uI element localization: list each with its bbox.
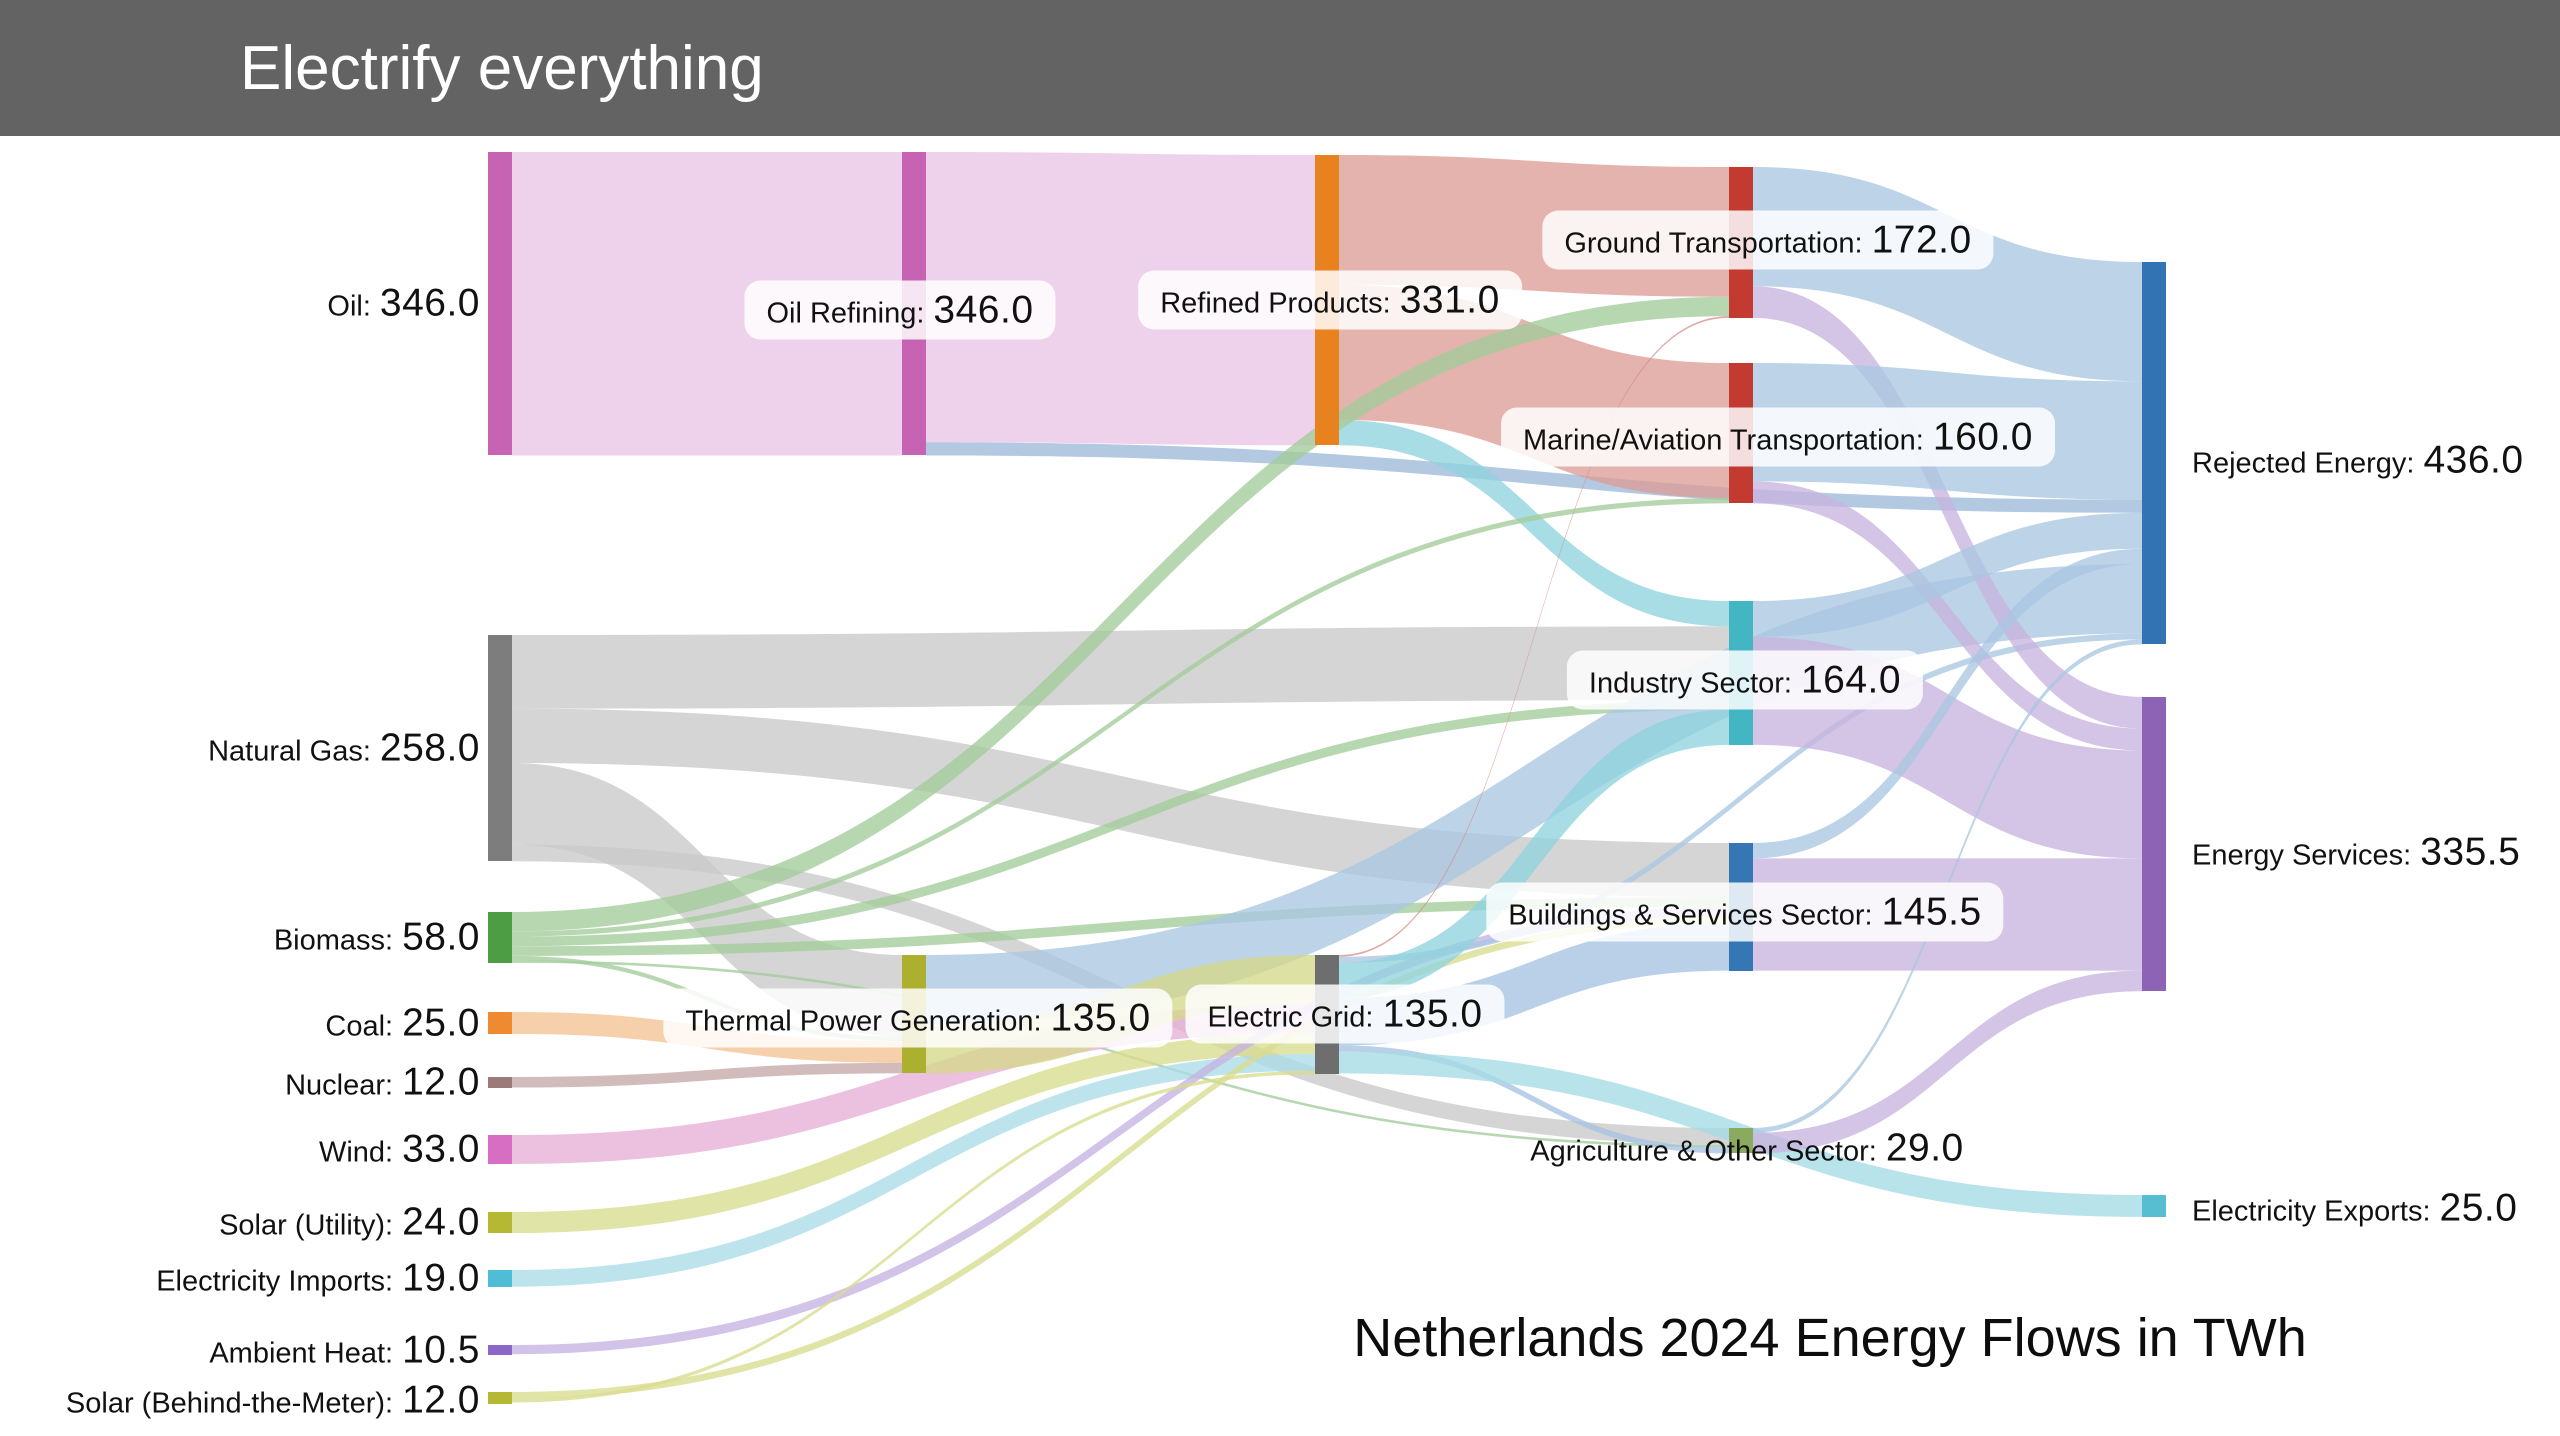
header-bar: Electrify everything: [0, 0, 2560, 136]
node-ma[interactable]: [1729, 363, 1753, 503]
link-ag-to-es[interactable]: [1753, 970, 2142, 1154]
link-ng-to-ind[interactable]: [512, 626, 1729, 709]
node-imp[interactable]: [488, 1270, 512, 1287]
link-rp-to-ind[interactable]: [1339, 419, 1729, 627]
link-rp-to-gt[interactable]: [1339, 155, 1729, 297]
page-title: Electrify everything: [240, 33, 764, 103]
link-gt-to-rej[interactable]: [1753, 167, 2142, 382]
node-ag[interactable]: [1729, 1128, 1753, 1153]
node-grid[interactable]: [1315, 955, 1339, 1074]
node-tpg[interactable]: [902, 955, 926, 1073]
link-grid-to-gt[interactable]: [1339, 316, 1729, 957]
node-es[interactable]: [2142, 697, 2166, 991]
link-bio-to-gt[interactable]: [512, 296, 1729, 932]
link-oil-to-refining[interactable]: [512, 152, 902, 456]
link-nuc-to-tpg[interactable]: [512, 1062, 902, 1088]
link-ind-to-rej[interactable]: [1753, 512, 2142, 637]
link-solu-to-grid[interactable]: [512, 1033, 1315, 1234]
chart-title: Netherlands 2024 Energy Flows in TWh: [1353, 1308, 2307, 1368]
link-refining-to-rp[interactable]: [926, 152, 1315, 446]
node-solu[interactable]: [488, 1212, 512, 1233]
link-bld-to-rej[interactable]: [1753, 548, 2142, 859]
link-bio-to-ind[interactable]: [512, 700, 1729, 947]
link-bio-to-bld[interactable]: [512, 897, 1729, 956]
node-ind[interactable]: [1729, 601, 1753, 745]
node-coal[interactable]: [488, 1012, 512, 1034]
node-btm[interactable]: [488, 1392, 512, 1404]
link-gt-to-es[interactable]: [1753, 286, 2142, 729]
link-bio-to-ma[interactable]: [512, 498, 1729, 937]
link-ma-to-es[interactable]: [1753, 481, 2142, 751]
link-imp-to-grid[interactable]: [512, 1054, 1315, 1287]
node-nuc[interactable]: [488, 1077, 512, 1088]
link-ma-to-rej[interactable]: [1753, 363, 2142, 500]
node-wind[interactable]: [488, 1135, 512, 1164]
node-bio[interactable]: [488, 912, 512, 963]
node-rp[interactable]: [1315, 155, 1339, 445]
link-refining-to-rej[interactable]: [926, 442, 2142, 513]
link-bld-to-es[interactable]: [1753, 858, 2142, 971]
node-rej[interactable]: [2142, 262, 2166, 644]
link-grid-to-ind[interactable]: [1339, 709, 1729, 998]
link-grid-to-ag[interactable]: [1339, 1045, 1729, 1154]
node-oil[interactable]: [488, 152, 512, 455]
node-amb[interactable]: [488, 1345, 512, 1355]
node-refining[interactable]: [902, 152, 926, 455]
link-btm-to-bld[interactable]: [512, 916, 1729, 1400]
link-btm-to-grid[interactable]: [512, 1070, 1315, 1403]
link-tpg-to-rej[interactable]: [926, 564, 2142, 1025]
link-grid-to-rej[interactable]: [1339, 633, 2142, 963]
node-bld[interactable]: [1729, 843, 1753, 971]
link-amb-to-bld[interactable]: [512, 907, 1729, 1355]
node-exp[interactable]: [2142, 1195, 2166, 1217]
node-ng[interactable]: [488, 635, 512, 861]
node-gt[interactable]: [1729, 167, 1753, 318]
